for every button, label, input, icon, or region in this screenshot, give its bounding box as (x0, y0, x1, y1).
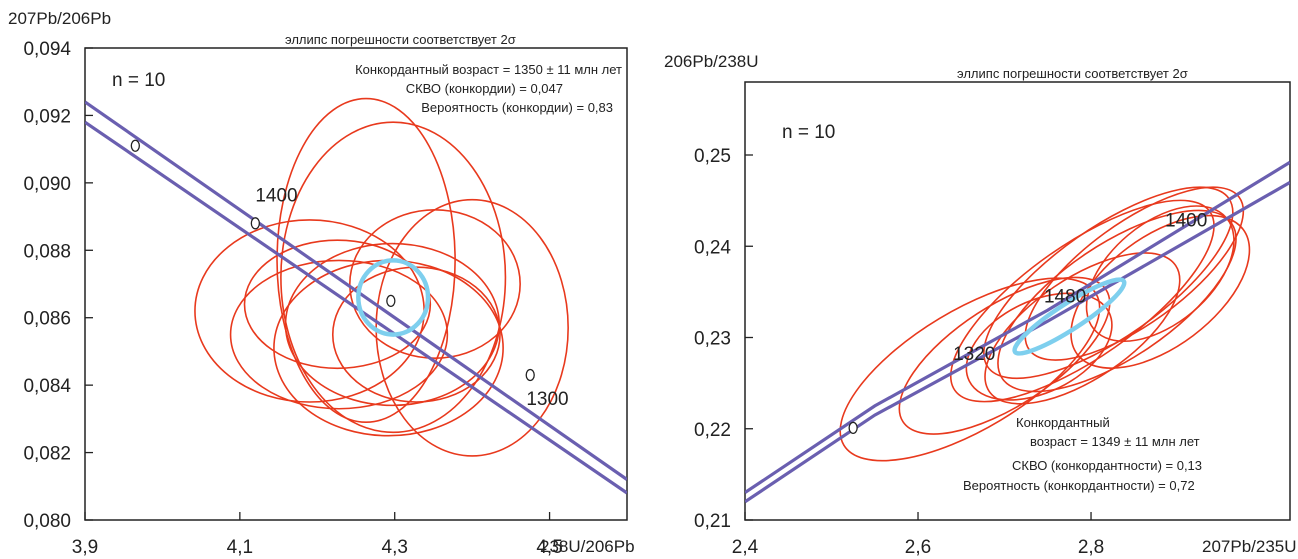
right-stat-mswd: СКВО (конкордантности) = 0,13 (1012, 458, 1202, 473)
left-concordia-markers (130, 139, 535, 382)
right-x-axis-label: 207Pb/235U (1202, 537, 1297, 556)
right-axis-ticks: 0,21 0,22 0,23 0,24 0,25 2,4 2,6 2,8 (694, 146, 1104, 558)
y-tick-label: 0,088 (23, 241, 71, 262)
y-tick-label: 0,21 (694, 511, 731, 532)
right-stat-age: возраст = 1349 ± 11 млн лет (1030, 434, 1200, 449)
right-stat-prob: Вероятность (конкордантности) = 0,72 (963, 478, 1195, 493)
x-tick-label: 4,5 (536, 537, 562, 558)
concordia-age-marker (250, 217, 260, 230)
left-axis-ticks: 0,080 0,082 0,084 0,086 0,088 0,090 0,092 0,094… (23, 39, 562, 558)
y-tick-label: 0,24 (694, 237, 731, 258)
y-tick-label: 0,094 (23, 39, 71, 60)
x-tick-label: 4,3 (382, 537, 408, 558)
y-tick-label: 0,23 (694, 329, 731, 350)
right-concordia-labels: 1320 1480 1400 (953, 211, 1207, 365)
data-ellipse (1024, 186, 1245, 361)
data-ellipse (984, 252, 1181, 405)
concordia-age-label: 1400 (255, 185, 297, 206)
left-concordia-labels: 1400 1300 (255, 185, 568, 410)
y-tick-label: 0,086 (23, 309, 71, 330)
right-mean-ellipse (1012, 277, 1127, 356)
left-stat-mswd: СКВО (конкордии) = 0,047 (406, 81, 563, 96)
concordant-age-ellipse (356, 258, 431, 337)
data-ellipse (284, 242, 501, 407)
concordia-age-label: 1320 (953, 344, 995, 365)
y-tick-label: 0,080 (23, 511, 71, 532)
x-tick-label: 2,6 (905, 537, 931, 558)
left-stat-age: Конкордантный возраст = 1350 ± 11 млн ле… (355, 62, 622, 77)
concordia-age-label: 1300 (526, 389, 568, 410)
right-stat-line1: Конкордантный (1016, 415, 1110, 430)
right-n-label: n = 10 (782, 122, 835, 143)
left-data-ellipses (194, 97, 569, 457)
left-x-axis-label: 238U/206Pb (540, 537, 635, 556)
concordia-age-label: 1480 (1044, 286, 1086, 307)
x-tick-label: 3,9 (72, 537, 98, 558)
y-tick-label: 0,084 (23, 376, 71, 397)
left-stat-prob: Вероятность (конкордии) = 0,83 (421, 100, 613, 115)
concordia-age-marker (386, 294, 396, 308)
x-tick-label: 2,8 (1078, 537, 1104, 558)
concordia-age-marker (525, 368, 535, 382)
data-ellipse (349, 209, 521, 359)
concordant-age-ellipse (1012, 277, 1127, 356)
data-ellipse (229, 259, 449, 410)
data-ellipse (1070, 214, 1251, 369)
concordia-age-marker (848, 421, 858, 434)
data-ellipse (997, 209, 1237, 393)
y-tick-label: 0,082 (23, 444, 71, 465)
left-panel: 0,080 0,082 0,084 0,086 0,088 0,090 0,092 0,094… (8, 9, 635, 558)
x-tick-label: 4,1 (227, 537, 253, 558)
left-mean-ellipse (356, 258, 431, 337)
data-ellipse (243, 239, 432, 370)
left-y-axis-label: 207Pb/206Pb (8, 9, 111, 28)
right-y-axis-label: 206Pb/238U (664, 52, 759, 71)
concordia-age-marker (130, 139, 140, 152)
left-concordia-curve (85, 100, 627, 495)
left-n-label: n = 10 (112, 70, 165, 91)
concordia-line (85, 120, 627, 495)
y-tick-label: 0,22 (694, 420, 731, 441)
right-plot-frame (744, 81, 1291, 521)
concordia-age-label: 1400 (1165, 211, 1207, 232)
data-ellipse (280, 121, 507, 434)
y-tick-label: 0,092 (23, 106, 71, 127)
data-ellipse (273, 259, 504, 437)
concordia-line (745, 160, 1290, 494)
y-tick-label: 0,090 (23, 174, 71, 195)
data-ellipse (965, 292, 1113, 401)
x-tick-label: 2,4 (732, 537, 759, 558)
concordia-line (85, 100, 627, 481)
right-error-label: эллипс погрешности соответствует 2σ (957, 66, 1188, 81)
right-concordia-curve (745, 160, 1290, 504)
left-plot-frame (84, 47, 628, 521)
left-error-label: эллипс погрешности соответствует 2σ (285, 32, 516, 47)
right-concordia-markers (848, 421, 858, 434)
concordia-line (745, 181, 1290, 504)
right-panel: 0,21 0,22 0,23 0,24 0,25 2,4 2,6 2,8 1320 1480 14… (664, 52, 1297, 558)
data-ellipse (276, 97, 456, 424)
y-tick-label: 0,25 (694, 146, 731, 167)
